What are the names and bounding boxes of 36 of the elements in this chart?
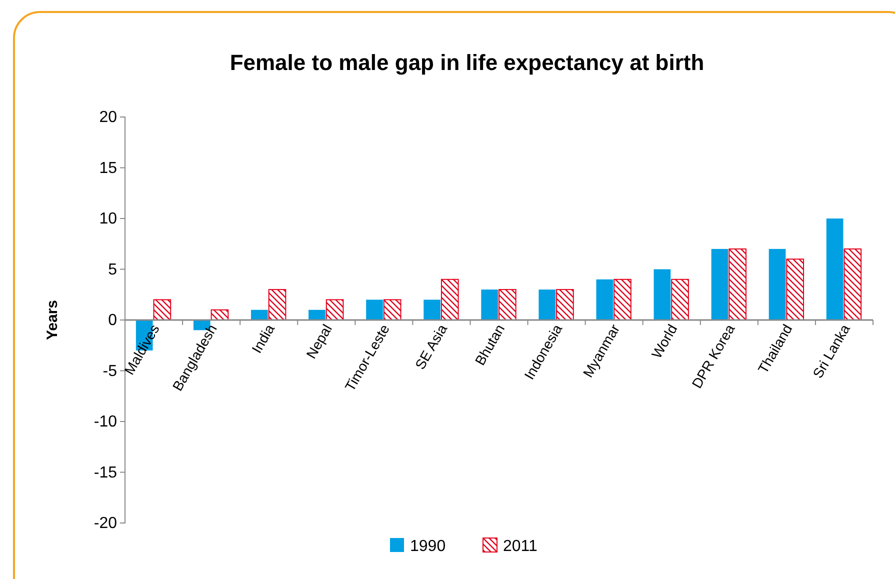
chart-title: Female to male gap in life expectancy at birth bbox=[230, 50, 704, 75]
bar bbox=[786, 258, 804, 320]
bar bbox=[153, 299, 172, 320]
y-tick-label: -15 bbox=[94, 464, 118, 482]
bar bbox=[538, 290, 556, 320]
bar bbox=[268, 289, 286, 320]
bar bbox=[366, 300, 383, 320]
legend-label: 2011 bbox=[503, 538, 538, 555]
bar bbox=[424, 300, 440, 320]
bar bbox=[440, 278, 459, 320]
bar bbox=[728, 248, 746, 320]
y-tick-label: 5 bbox=[108, 261, 118, 278]
bar bbox=[383, 299, 402, 320]
y-tick-label: -5 bbox=[102, 362, 118, 380]
bar bbox=[654, 269, 671, 320]
y-axis-title: Years bbox=[44, 300, 61, 340]
legend-label: 1990 bbox=[410, 538, 446, 555]
bar bbox=[596, 279, 614, 320]
y-tick-label: -20 bbox=[94, 515, 118, 532]
bar bbox=[844, 248, 862, 320]
bar bbox=[826, 218, 844, 320]
y-tick-label: 10 bbox=[99, 210, 118, 228]
y-tick-label: 0 bbox=[108, 312, 118, 330]
bar bbox=[711, 248, 728, 320]
bar bbox=[251, 310, 268, 320]
bar bbox=[326, 299, 344, 320]
bar bbox=[614, 278, 632, 320]
y-tick-label: -10 bbox=[94, 414, 118, 431]
bar bbox=[671, 278, 689, 320]
bar bbox=[768, 248, 786, 320]
bar bbox=[556, 289, 574, 320]
y-tick-label: 20 bbox=[99, 109, 118, 126]
y-tick-label: 15 bbox=[99, 160, 118, 177]
bar bbox=[498, 289, 516, 320]
bar bbox=[308, 310, 326, 320]
bar bbox=[481, 290, 498, 320]
